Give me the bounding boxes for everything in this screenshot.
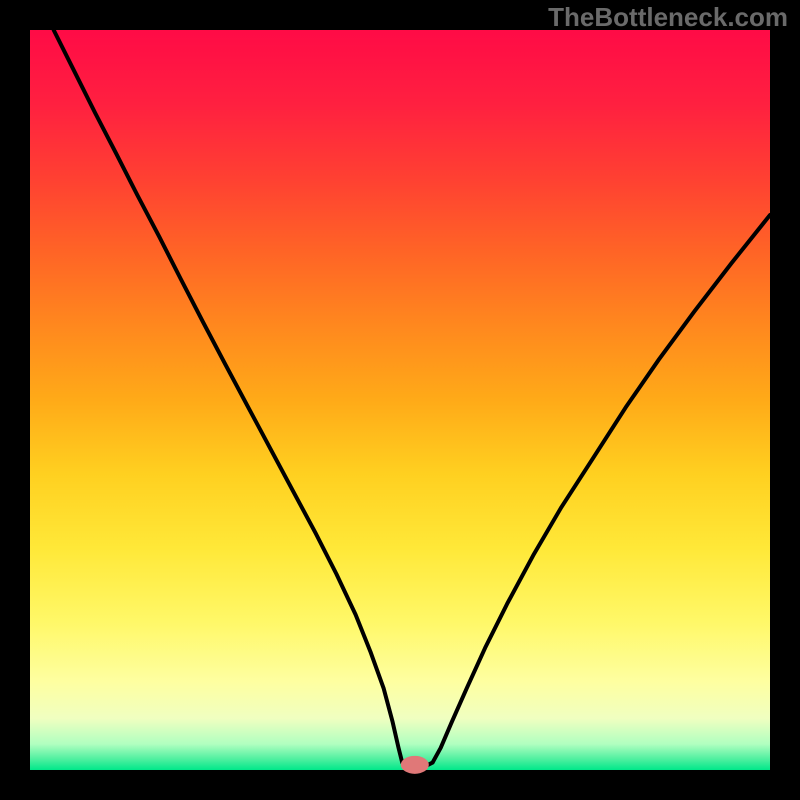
optimum-marker	[401, 756, 429, 774]
watermark-text: TheBottleneck.com	[548, 2, 788, 33]
plot-background	[30, 30, 770, 770]
chart-canvas: TheBottleneck.com	[0, 0, 800, 800]
chart-svg	[0, 0, 800, 800]
